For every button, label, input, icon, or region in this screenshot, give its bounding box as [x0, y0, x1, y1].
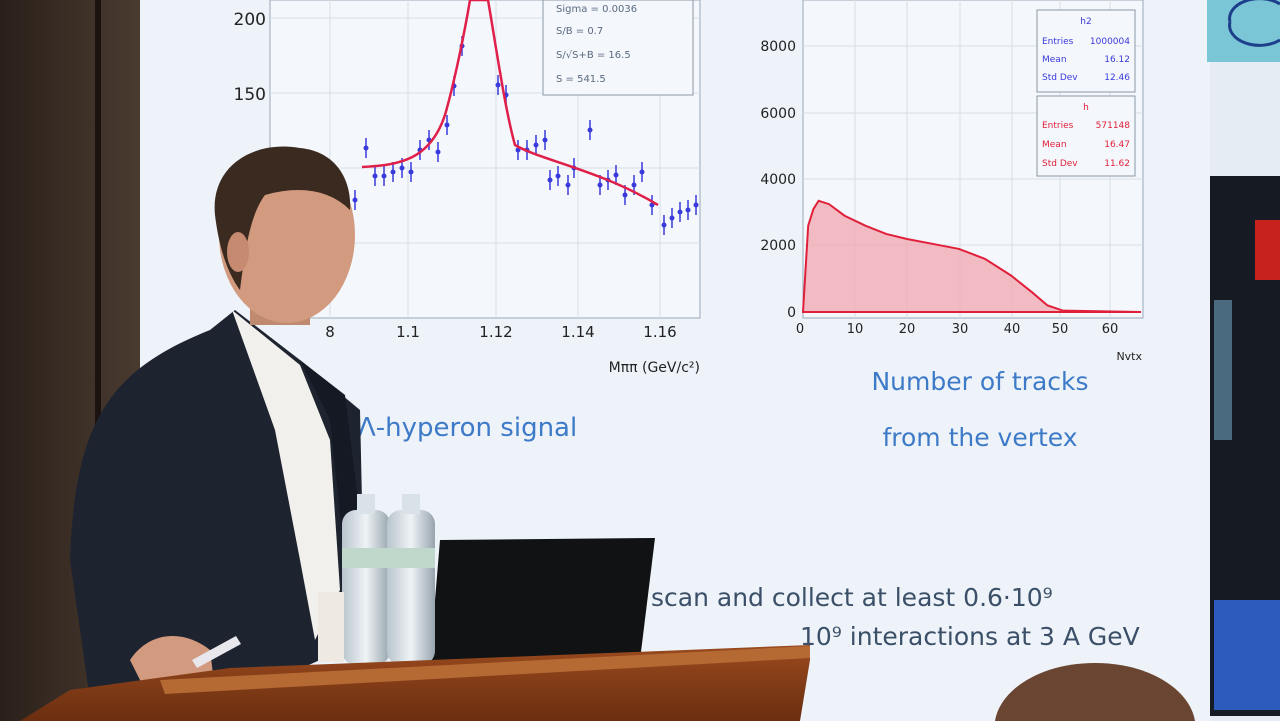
stats-label: Entries	[1042, 37, 1074, 47]
data-point	[390, 169, 396, 175]
stats-label: Std Dev	[1042, 73, 1078, 83]
data-point	[352, 197, 358, 203]
data-point	[565, 182, 571, 188]
data-point	[613, 172, 619, 178]
data-point	[444, 122, 450, 128]
stats-box-h	[1036, 95, 1136, 177]
tracks-caption-line2: from the vertex	[882, 423, 1077, 452]
stats-box-h2	[1036, 9, 1136, 93]
data-point	[597, 182, 603, 188]
histogram	[801, 199, 1142, 313]
bullet-line-2: 10⁹ interactions at 3 A GeV	[800, 622, 1140, 651]
stats-value: 12.46	[1104, 73, 1130, 83]
track-multiplicity-plot: h2 Entries 1000004 Mean 16.12 Std Dev 12…	[760, 0, 1144, 363]
stats-label: Std Dev	[1042, 159, 1078, 169]
x-tick-label: 10	[847, 322, 864, 337]
wall-divider	[95, 0, 101, 721]
x-tick-label: 60	[1102, 322, 1119, 337]
x-tick-label: 40	[1004, 322, 1021, 337]
data-point	[649, 202, 655, 208]
data-point	[693, 202, 699, 208]
x-tick-label: 8	[325, 323, 335, 341]
presentation-clicker	[192, 636, 241, 668]
data-point	[363, 145, 369, 151]
x-tick-label: 1.14	[561, 323, 594, 341]
water-bottles	[318, 494, 435, 665]
data-point	[669, 215, 675, 221]
laptop	[430, 538, 655, 660]
stats-label: Mean	[1042, 55, 1067, 65]
data-point	[495, 82, 501, 88]
stat-line: S = 541.5	[556, 74, 606, 85]
data-point	[622, 192, 628, 198]
data-point	[555, 173, 561, 179]
wooden-podium	[20, 645, 810, 721]
stats-value: 16.12	[1104, 55, 1130, 65]
y-tick-label: 150	[234, 85, 266, 105]
data-point	[372, 173, 378, 179]
stats-title: h2	[1080, 17, 1091, 27]
data-point	[631, 182, 637, 188]
y-tick-label: 4000	[760, 172, 796, 188]
stats-label: Mean	[1042, 140, 1067, 150]
y-tick-label: 8000	[760, 39, 796, 55]
y-tick-label: 0	[787, 305, 796, 321]
stats-value: 11.62	[1104, 159, 1130, 169]
white-shirt	[232, 310, 340, 640]
x-tick-label: 50	[1052, 322, 1069, 337]
x-tick-label: 1.12	[479, 323, 512, 341]
data-point	[542, 137, 548, 143]
lambda-mass-plot: Sigma = 0.0036 S/B = 0.7 S/√S+B = 16.5 S…	[234, 0, 701, 376]
logo-ring	[1228, 0, 1280, 47]
stats-value: 1000004	[1090, 37, 1130, 47]
stat-line: S/√S+B = 16.5	[556, 50, 631, 61]
data-point	[587, 127, 593, 133]
data-point	[547, 177, 553, 183]
data-point	[515, 147, 521, 153]
bullet-line-1: scan and collect at least 0.6·10⁹	[651, 583, 1053, 612]
data-point	[685, 207, 691, 213]
data-point	[399, 165, 405, 171]
x-tick-label: 30	[952, 322, 969, 337]
audience-head	[995, 663, 1195, 721]
x-axis-label: Nvtx	[1116, 350, 1142, 363]
x-tick-label: 1.16	[643, 323, 676, 341]
x-tick-label: 20	[899, 322, 916, 337]
lambda-caption: Λ-hyperon signal	[358, 413, 577, 443]
stat-line: Sigma = 0.0036	[556, 4, 637, 15]
stats-value: 16.47	[1104, 140, 1130, 150]
hair	[214, 146, 351, 290]
data-point	[661, 222, 667, 228]
data-point	[533, 142, 539, 148]
data-point	[677, 209, 683, 215]
data-point	[639, 169, 645, 175]
x-axis-label: Mππ (GeV/c²)	[609, 360, 700, 376]
x-tick-label: 1.1	[396, 323, 420, 341]
y-tick-label: 200	[234, 10, 266, 30]
x-tick-label: 0	[796, 322, 804, 337]
stats-value: 571148	[1096, 121, 1131, 131]
stats-title: h	[1083, 103, 1089, 113]
stat-line: S/B = 0.7	[556, 26, 603, 37]
fit-curve	[361, 0, 659, 207]
data-point	[435, 149, 441, 155]
stats-label: Entries	[1042, 121, 1074, 131]
y-tick-label: 6000	[760, 106, 796, 122]
tracks-caption-line1: Number of tracks	[871, 367, 1088, 396]
fit-stats-box	[542, 0, 694, 96]
data-point	[381, 173, 387, 179]
y-tick-label: 2000	[760, 238, 796, 254]
data-point	[408, 169, 414, 175]
logo-image	[1207, 0, 1280, 62]
